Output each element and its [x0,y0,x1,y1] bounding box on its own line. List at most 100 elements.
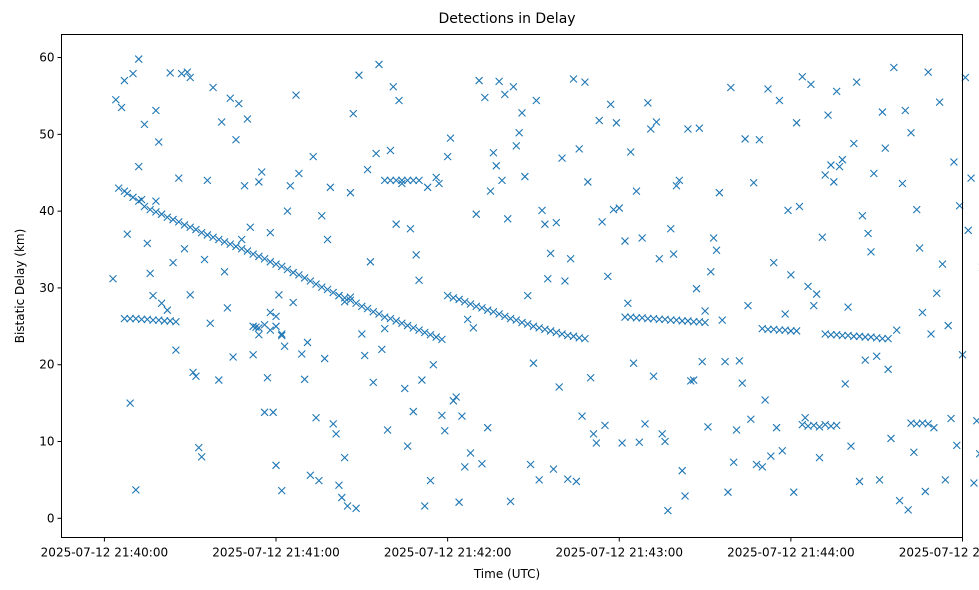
data-point-noise-271 [881,144,890,153]
data-point-noise-50 [249,350,258,359]
data-point-noise-146 [523,291,532,300]
data-point-noise-195 [663,506,672,515]
data-point-noise-222 [741,135,750,143]
data-point-track_descending-16 [209,233,217,242]
data-point-noise-235 [778,446,787,455]
data-point-noise-19 [157,299,166,308]
data-point-noise-290 [935,98,944,106]
data-point-noise-287 [927,330,935,338]
data-point-noise-279 [904,505,913,514]
data-point-noise-126 [466,449,475,457]
data-point-noise-178 [615,204,624,212]
data-point-track_flat-3 [137,315,146,324]
data-point-noise-147 [526,460,535,469]
data-point-noise-219 [732,426,741,434]
data-point-noise-244 [804,282,812,291]
data-point-noise-143 [515,128,524,137]
data-point-noise-137 [498,176,506,185]
data-point-clusters-10 [266,326,275,335]
data-point-noise-45 [234,99,243,108]
data-point-noise-74 [317,211,326,220]
data-point-noise-224 [746,415,755,424]
x-tick-label-2: 2025-07-12 21:42:00 [384,546,511,560]
data-point-noise-255 [835,162,844,171]
data-point-noise-67 [297,350,306,358]
data-point-track_descending-5 [146,205,155,214]
data-point-track_descending-24 [254,252,263,261]
data-point-track_descending-63 [478,303,486,312]
data-point-clusters-1 [386,176,395,185]
data-point-noise-301 [967,174,975,182]
data-point-noise-121 [452,393,461,401]
data-point-noise-11 [137,195,146,204]
data-point-track_descending-4 [140,202,149,211]
data-point-noise-217 [726,83,735,92]
data-point-track_descending-53 [420,328,429,337]
x-tick-label-5: 2025-07-12 21:45:00 [899,546,979,560]
data-point-noise-150 [535,476,544,484]
data-point-clusters-11 [272,322,280,331]
data-point-noise-247 [812,290,821,298]
data-point-noise-97 [383,426,392,434]
data-point-track_descending-11 [180,221,189,229]
data-point-noise-81 [337,493,346,502]
data-point-track_descending-2 [129,193,137,202]
data-point-track_flat-31 [792,327,801,335]
data-point-track_flat-5 [149,316,157,325]
x-tick-label-0: 2025-07-12 21:40:00 [41,546,168,560]
data-point-noise-182 [626,148,635,156]
data-point-noise-197 [669,250,678,259]
data-point-noise-17 [152,106,160,115]
data-point-noise-26 [180,244,189,253]
data-point-track_descending-44 [369,307,378,316]
data-point-noise-167 [583,178,592,186]
data-point-noise-139 [503,214,512,223]
data-point-noise-264 [861,356,870,364]
data-point-noise-1 [111,95,120,104]
data-point-noise-171 [595,116,604,125]
data-point-track_descending-33 [306,277,315,285]
data-point-noise-119 [446,134,455,143]
data-point-noise-295 [950,158,958,166]
data-point-track_descending-18 [220,237,229,246]
data-point-noise-172 [598,217,606,226]
data-point-track_descending-26 [266,257,275,266]
data-point-noise-227 [755,135,764,144]
data-point-noise-69 [303,338,312,347]
data-point-noise-55 [263,373,272,382]
data-point-noise-221 [738,379,747,388]
data-point-noise-103 [400,384,409,393]
data-point-noise-253 [829,178,838,186]
data-point-track_descending-68 [506,314,515,323]
data-point-noise-216 [724,488,732,497]
data-point-noise-170 [592,439,601,447]
data-point-clusters-4 [403,176,412,185]
data-point-noise-14 [146,269,155,278]
data-point-noise-40 [220,267,229,276]
data-point-noise-156 [552,218,561,227]
data-point-noise-262 [855,477,864,486]
data-point-clusters-30 [346,293,355,302]
data-point-noise-41 [223,303,232,312]
data-point-noise-236 [781,310,790,318]
data-point-noise-72 [312,413,320,422]
data-point-noise-145 [520,172,529,181]
y-tick-label-1: 10 [39,435,54,449]
data-point-track_descending-56 [438,335,446,344]
data-point-noise-53 [257,168,266,176]
data-point-noise-165 [578,412,586,421]
x-axis: 2025-07-12 21:40:00 2025-07-12 21:41:00 20… [41,537,979,560]
y-tick-label-6: 60 [39,51,54,65]
data-point-track_descending-52 [415,326,423,335]
data-point-noise-212 [712,246,721,255]
data-point-noise-21 [166,69,175,77]
data-point-noise-112 [426,476,435,485]
data-point-noise-250 [821,171,830,179]
data-point-noise-267 [869,169,878,178]
y-tick-label-3: 30 [39,281,54,295]
data-point-noise-248 [815,453,824,462]
data-point-noise-186 [638,234,647,242]
data-point-noise-39 [217,118,226,126]
data-point-noise-65 [292,91,300,100]
data-point-noise-237 [784,206,792,215]
